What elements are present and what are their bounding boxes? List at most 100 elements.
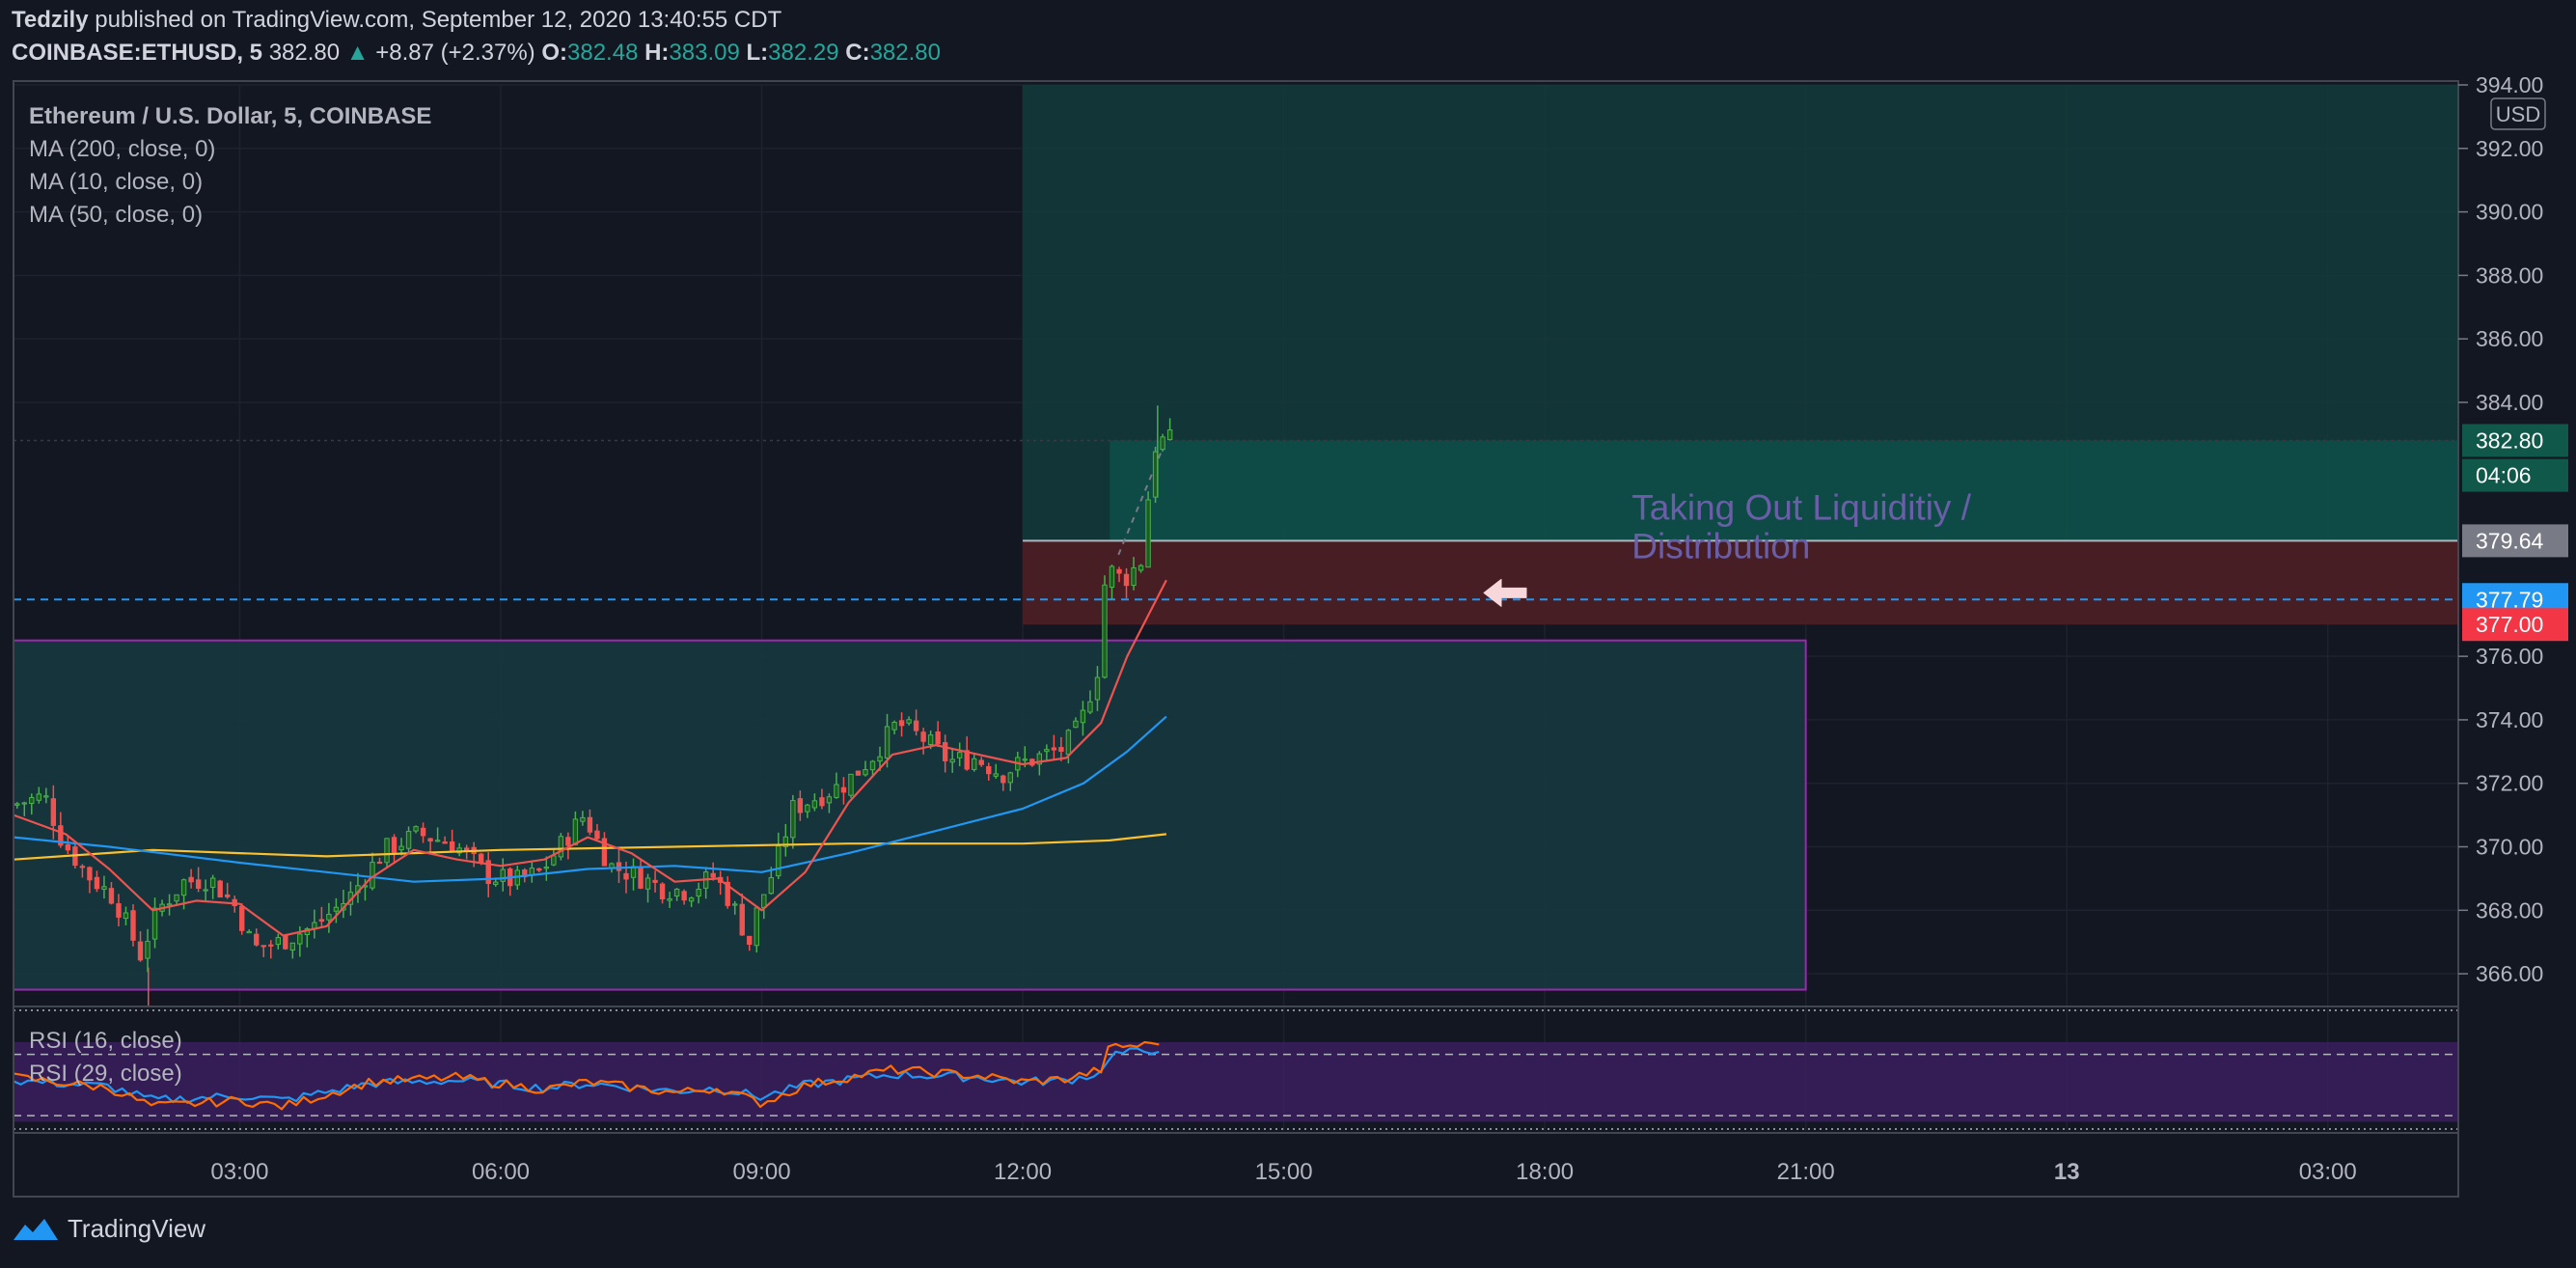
author-name[interactable]: Tedzily [12,7,89,33]
price-axis[interactable]: 394.00 392.00 390.00 388.00 386.00 384.00 376.… [2458,72,2568,986]
candle-body [551,855,557,866]
price-tick-label: 368.00 [2476,897,2543,923]
price-tick-label: 376.00 [2476,644,2543,669]
candle-body [493,881,499,886]
candle-body [935,731,941,745]
candle-body [195,879,202,890]
candle-body [246,930,252,934]
candle-down [935,721,941,747]
candle-body [500,868,506,882]
candle-body [275,937,281,946]
price-tick-label: 370.00 [2476,835,2543,860]
candle-body [805,804,810,813]
candle-body [942,742,948,761]
candle-down [739,893,745,936]
candle-body [884,726,891,758]
candle-up [884,713,891,768]
currency-box [2490,97,2546,130]
candle-up [834,772,839,799]
candle-down [913,709,919,736]
time-axis[interactable]: 03:00 06:00 09:00 12:00 15:00 18:00 21:00 13 03:… [210,1159,2356,1185]
candle-up [811,793,818,812]
publish-info: Tedzily published on TradingView.com, Se… [12,6,781,35]
candle-body [681,891,687,901]
candle-body [1073,720,1079,729]
candle-down [898,712,905,737]
candle-body [254,933,260,946]
candle-body [696,888,701,897]
candle-body [927,734,934,746]
candle-body [956,752,963,758]
candle-down [427,838,433,852]
candle-up [768,867,774,895]
candle-body [405,831,412,849]
candle-body [101,886,107,890]
candle-body [166,903,173,906]
candle-down [65,835,71,854]
candle-up [688,896,695,907]
price-tick-label: 372.00 [2476,771,2543,796]
candle-up [1160,433,1165,452]
published-text: published on TradingView.com, September … [95,7,782,33]
candle-body [1094,676,1101,701]
candle-up [543,856,550,881]
high-label: H: [644,40,670,66]
candle-body [217,880,223,898]
candle-up [1080,701,1086,736]
candle-up [696,882,701,904]
annotation-text-line: Distribution [1631,527,1810,566]
candle-body [565,837,571,846]
candle-up [891,720,897,734]
candle-body [1160,436,1165,451]
price-label-countdown: 04:06 [2462,458,2568,492]
candle-body [978,759,984,765]
candle-body [855,770,862,776]
candle-down [594,823,600,841]
candle-down [920,728,926,755]
candle-body [782,836,789,847]
legend: Ethereum / U.S. Dollar, 5, COINBASE MA (… [29,103,431,1087]
candle-up [1166,418,1173,441]
candle-down [260,945,266,957]
candle-body [376,861,383,865]
candle-down [224,882,231,899]
legend-title: Ethereum / U.S. Dollar, 5, COINBASE [29,103,431,129]
candle-body [318,919,325,923]
stop-zone [1023,540,2458,625]
candle-body [623,872,629,880]
candle-body [1102,584,1108,678]
candle-up [732,900,738,915]
candle-down [116,894,122,927]
candle-down [1116,566,1122,583]
currency-label: USD [2496,102,2540,126]
price-label-text: 377.00 [2476,612,2543,637]
price-tick-label: 388.00 [2476,262,2543,288]
tradingview-brand[interactable]: TradingView [68,1214,206,1243]
candle-body [180,879,187,896]
candle-up [580,811,586,826]
candle-body [558,836,564,858]
zones [13,85,2458,991]
candle-up [434,827,441,842]
price-tick-label: 384.00 [2476,390,2543,415]
candle-body [964,750,970,770]
rsi-pane [13,1009,2458,1130]
candle-body [203,889,208,892]
candle-up [848,773,854,798]
candle-body [898,720,905,727]
candle-up [413,825,419,834]
candle-up [826,793,833,813]
candle-up [869,759,876,778]
candle-body [116,903,122,918]
ma50-line [13,715,1167,883]
price-label-text: 379.64 [2476,528,2544,553]
candle-up [36,786,42,804]
currency-badge: USD [2490,97,2546,130]
candle-body [1007,772,1013,784]
candle-body [79,866,86,868]
footer: TradingView [12,1214,206,1244]
tradingview-logo-icon[interactable] [12,1215,60,1244]
candle-body [659,883,666,899]
candle-down [978,757,984,767]
